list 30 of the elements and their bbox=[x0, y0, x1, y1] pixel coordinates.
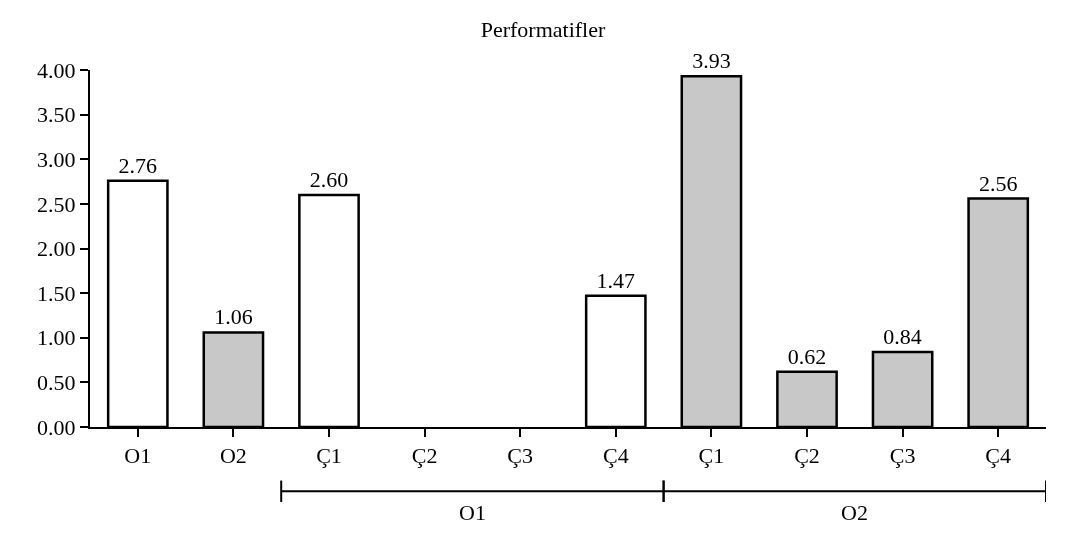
data-label: 2.76 bbox=[118, 152, 158, 178]
data-label: 0.62 bbox=[787, 343, 827, 369]
y-tick-label: 1.50 bbox=[37, 280, 76, 306]
x-tick-label: Ç4 bbox=[602, 443, 629, 469]
data-label: 1.47 bbox=[596, 267, 636, 293]
x-tick-label: Ç2 bbox=[794, 443, 820, 469]
data-label: 2.56 bbox=[978, 170, 1018, 196]
y-tick-label: 2.50 bbox=[37, 191, 76, 217]
text: O2 bbox=[841, 500, 868, 525]
data-label: 3.93 bbox=[692, 48, 731, 74]
data-label: 0.84 bbox=[883, 324, 922, 350]
data-label: 2.60 bbox=[309, 166, 349, 192]
y-tick-label: 2.00 bbox=[37, 236, 76, 262]
y-tick-label: 1.00 bbox=[37, 325, 76, 351]
x-tick-label: Ç3 bbox=[507, 443, 534, 469]
y-tick-label: 3.00 bbox=[37, 146, 76, 172]
x-tick-label: Ç3 bbox=[889, 443, 916, 469]
x-tick-label: O1 bbox=[124, 443, 152, 469]
x-tick-label: Ç1 bbox=[698, 443, 725, 469]
data-label: 1.06 bbox=[214, 304, 253, 330]
chart-title: Performatifler bbox=[480, 16, 606, 42]
y-tick-label: 0.50 bbox=[37, 370, 76, 396]
text: O1 bbox=[459, 500, 486, 525]
y-tick-label: 4.00 bbox=[37, 57, 76, 83]
y-tick-label: 3.50 bbox=[37, 102, 76, 128]
y-tick-label: 0.00 bbox=[37, 414, 76, 440]
x-tick-label: O2 bbox=[219, 443, 247, 469]
x-tick-label: Ç2 bbox=[411, 443, 438, 469]
x-tick-label: Ç4 bbox=[985, 443, 1012, 469]
x-tick-label: Ç1 bbox=[316, 443, 342, 469]
